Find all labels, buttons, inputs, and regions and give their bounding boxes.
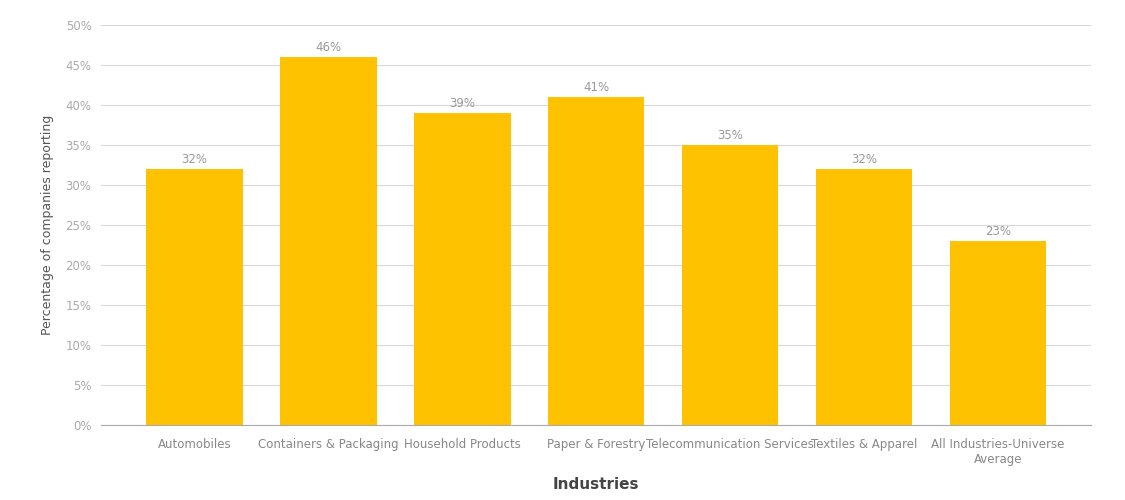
Text: 32%: 32% (852, 153, 878, 166)
Y-axis label: Percentage of companies reporting: Percentage of companies reporting (42, 115, 54, 335)
Bar (682, 145, 778, 425)
Text: 39%: 39% (449, 97, 476, 110)
Bar (146, 169, 243, 425)
Text: 23%: 23% (986, 225, 1011, 238)
Bar (414, 113, 511, 425)
Text: 35%: 35% (718, 129, 744, 142)
Text: 46%: 46% (315, 41, 342, 54)
Bar (950, 241, 1046, 425)
Text: 41%: 41% (583, 81, 610, 94)
Bar (816, 169, 912, 425)
Text: 32%: 32% (181, 153, 207, 166)
X-axis label: Industries: Industries (554, 478, 639, 492)
Bar (280, 57, 377, 425)
Bar (548, 97, 645, 425)
